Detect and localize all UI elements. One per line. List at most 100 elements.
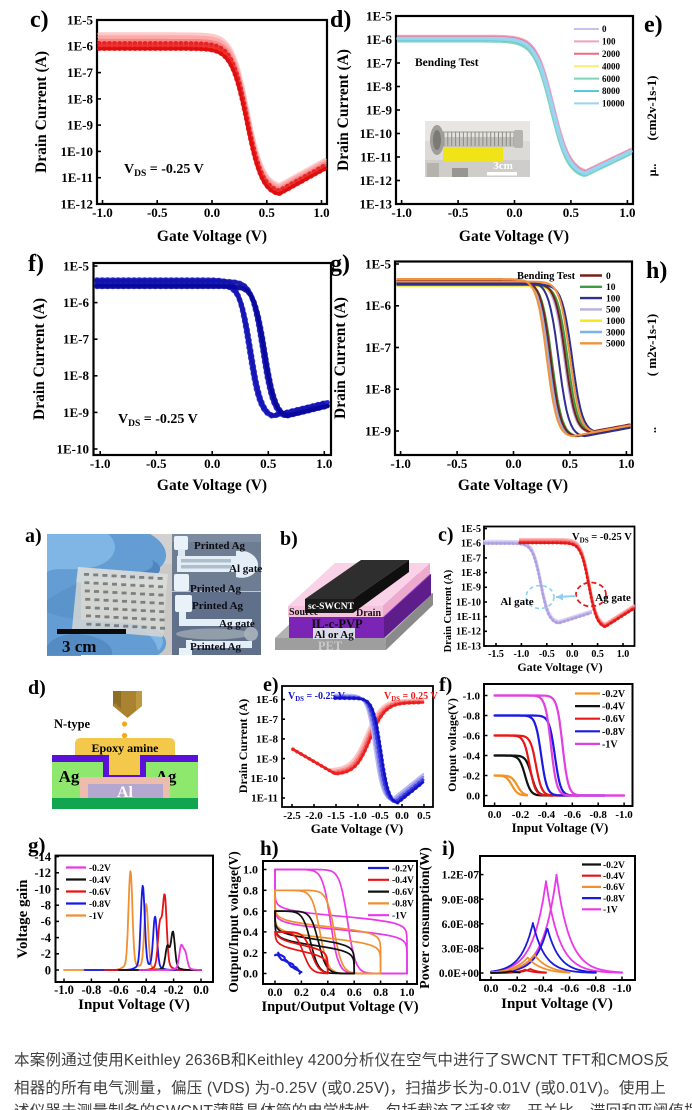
svg-text:1.0: 1.0: [400, 985, 415, 999]
svg-text:-1V: -1V: [89, 912, 104, 922]
svg-text:1E-8: 1E-8: [366, 79, 393, 94]
svg-text:1E-7: 1E-7: [365, 340, 392, 355]
svg-text:-0.8V: -0.8V: [603, 894, 625, 904]
svg-text:Bending Test: Bending Test: [517, 271, 576, 282]
svg-text:1E-12: 1E-12: [61, 196, 94, 211]
svg-text:1E-5: 1E-5: [63, 258, 90, 273]
svg-text:-1.5: -1.5: [327, 810, 345, 822]
svg-text:-1.0: -1.0: [92, 205, 113, 220]
svg-text:0.0: 0.0: [506, 205, 522, 220]
svg-text:-0.4V: -0.4V: [602, 702, 626, 713]
svg-text:3.0E-08: 3.0E-08: [442, 944, 480, 956]
svg-text:1E-10: 1E-10: [456, 597, 481, 608]
svg-text:Ag gate: Ag gate: [595, 592, 631, 604]
svg-text:-0.5: -0.5: [447, 456, 468, 471]
svg-text:Input Voltage (V): Input Voltage (V): [512, 820, 609, 835]
svg-text:1.2E-07: 1.2E-07: [442, 870, 480, 882]
svg-text:1000: 1000: [606, 317, 625, 327]
svg-text:-0.8V: -0.8V: [392, 900, 414, 910]
svg-text:0.5: 0.5: [259, 205, 276, 220]
svg-text:N-type: N-type: [54, 717, 91, 731]
svg-text:0.5: 0.5: [562, 456, 579, 471]
svg-text:10: 10: [606, 283, 616, 293]
svg-text:-0.5: -0.5: [147, 205, 168, 220]
svg-text:-0.6: -0.6: [463, 730, 481, 742]
svg-text:1E-9: 1E-9: [461, 583, 481, 594]
svg-text:1E-8: 1E-8: [256, 734, 279, 746]
svg-text:-0.4V: -0.4V: [603, 872, 625, 882]
svg-text:0.0: 0.0: [395, 810, 409, 822]
svg-text:i): i): [442, 836, 455, 860]
svg-text:(cm2v-1s-1): (cm2v-1s-1): [644, 76, 659, 141]
svg-text:Drain Current (A): Drain Current (A): [236, 699, 250, 793]
svg-text:-1.0: -1.0: [54, 983, 74, 997]
svg-text:-1.0: -1.0: [513, 649, 529, 660]
svg-text:1E-6: 1E-6: [365, 298, 392, 313]
svg-text:100: 100: [602, 37, 616, 47]
svg-text:1E-10: 1E-10: [57, 441, 90, 456]
svg-text:1E-6: 1E-6: [366, 32, 393, 47]
svg-text:-0.2: -0.2: [164, 983, 184, 997]
svg-text:-0.4V: -0.4V: [89, 876, 111, 886]
svg-text:Gate Voltage (V): Gate Voltage (V): [157, 228, 267, 245]
svg-text:f): f): [439, 674, 452, 696]
svg-text:1E-13: 1E-13: [360, 196, 393, 211]
svg-text:e): e): [263, 674, 279, 696]
svg-text:-1V: -1V: [603, 906, 618, 916]
svg-text:-0.6: -0.6: [109, 983, 129, 997]
svg-text:Source: Source: [289, 607, 319, 618]
svg-text:h): h): [646, 258, 667, 284]
svg-text:Output/Input voltage(V): Output/Input voltage(V): [226, 851, 241, 992]
svg-text:( m2v-1s-1): ( m2v-1s-1): [644, 314, 659, 376]
svg-text:-0.5: -0.5: [448, 205, 469, 220]
svg-text:-0.8: -0.8: [586, 981, 605, 995]
svg-text:500: 500: [606, 306, 621, 316]
svg-text:-8: -8: [41, 899, 51, 913]
svg-text:-0.5: -0.5: [371, 810, 389, 822]
svg-text:1E-5: 1E-5: [461, 524, 481, 535]
svg-text:Al or Ag: Al or Ag: [314, 629, 354, 641]
svg-text:Al: Al: [117, 784, 134, 801]
svg-text:d): d): [330, 7, 351, 33]
svg-text:-1.0: -1.0: [615, 809, 633, 821]
svg-text:0.8: 0.8: [373, 985, 388, 999]
svg-text:0.0: 0.0: [268, 985, 283, 999]
svg-text:Gate Voltage (V): Gate Voltage (V): [311, 821, 403, 836]
svg-text:-0.2V: -0.2V: [602, 689, 626, 700]
svg-text:-12: -12: [34, 866, 51, 880]
svg-text:VDS = 0.25 V: VDS = 0.25 V: [384, 691, 438, 703]
svg-text:0: 0: [45, 963, 51, 977]
svg-text:..: ..: [645, 427, 659, 433]
svg-text:f): f): [28, 251, 44, 277]
svg-text:1.0: 1.0: [243, 863, 258, 877]
svg-text:1E-13: 1E-13: [456, 641, 481, 652]
svg-text:0.0: 0.0: [505, 456, 521, 471]
svg-text:1E-9: 1E-9: [63, 405, 90, 420]
svg-text:Al gate: Al gate: [500, 596, 533, 608]
svg-text:-0.2: -0.2: [508, 981, 527, 995]
svg-text:1.0: 1.0: [619, 205, 635, 220]
svg-text:-0.2V: -0.2V: [603, 861, 625, 871]
svg-text:Input Voltage (V): Input Voltage (V): [501, 996, 613, 1012]
svg-text:1E-8: 1E-8: [461, 568, 481, 579]
svg-text:Epoxy amine: Epoxy amine: [91, 741, 159, 755]
svg-text:-1.0: -1.0: [349, 810, 367, 822]
svg-text:-0.6V: -0.6V: [603, 883, 625, 893]
svg-text:0.0: 0.0: [488, 809, 502, 821]
svg-text:-1.0: -1.0: [613, 981, 632, 995]
svg-text:-2.5: -2.5: [283, 810, 301, 822]
svg-text:h): h): [260, 836, 279, 860]
svg-text:1E-6: 1E-6: [461, 539, 481, 550]
svg-text:2000: 2000: [602, 49, 621, 59]
svg-text:c): c): [438, 524, 454, 546]
svg-text:1E-11: 1E-11: [457, 612, 481, 623]
svg-text:Printed Ag: Printed Ag: [192, 600, 244, 612]
svg-text:5000: 5000: [606, 340, 625, 350]
svg-text:Gate Voltage (V): Gate Voltage (V): [517, 660, 602, 674]
svg-text:1E-8: 1E-8: [67, 91, 94, 106]
svg-text:-4: -4: [41, 931, 52, 945]
svg-text:0.0: 0.0: [484, 981, 499, 995]
svg-text:0.0: 0.0: [204, 205, 220, 220]
svg-text:sc-SWCNT: sc-SWCNT: [308, 602, 355, 612]
svg-text:100: 100: [606, 294, 621, 304]
